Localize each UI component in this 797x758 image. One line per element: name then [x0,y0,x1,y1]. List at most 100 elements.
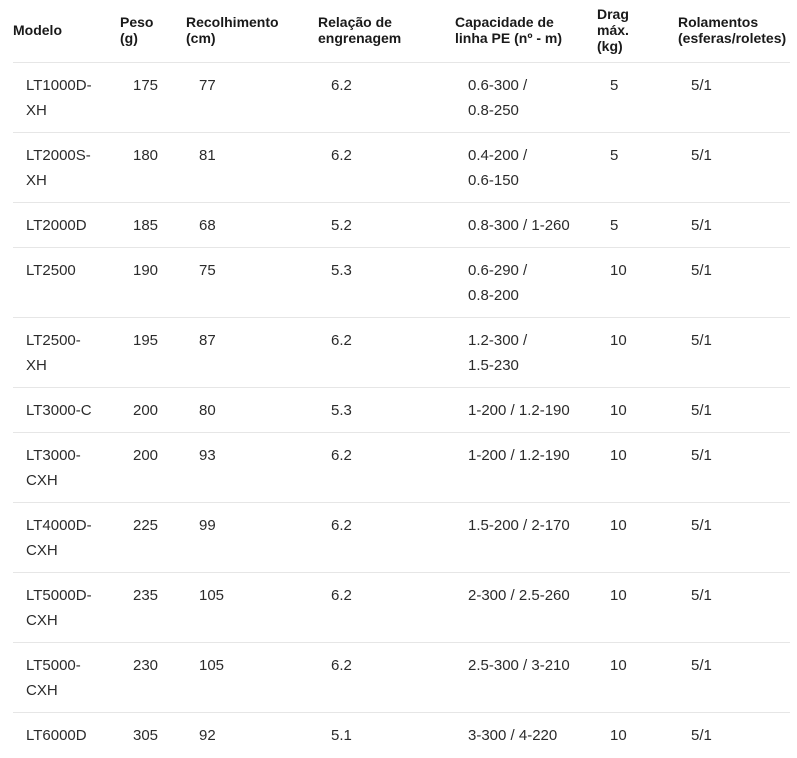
cell-drag: 10 [597,387,678,433]
cell-model: LT4000D- CXH [13,502,120,573]
cell-weight: 190 [120,247,186,318]
cell-weight: 185 [120,202,186,248]
cell-model: LT5000- CXH [13,642,120,713]
cell-bearings: 5/1 [678,387,790,433]
cell-bearings: 5/1 [678,62,790,133]
cell-model: LT2500- XH [13,317,120,388]
cell-recovery: 93 [186,432,318,503]
cell-line-capacity: 0.6-300 / 0.8-250 [455,62,597,133]
cell-recovery: 99 [186,502,318,573]
cell-line-capacity: 1-200 / 1.2-190 [455,387,597,433]
cell-line-capacity: 0.6-290 / 0.8-200 [455,247,597,318]
cell-drag: 5 [597,132,678,203]
cell-weight: 195 [120,317,186,388]
cell-bearings: 5/1 [678,432,790,503]
cell-model: LT3000- CXH [13,432,120,503]
cell-weight: 230 [120,642,186,713]
cell-line-capacity: 0.8-300 / 1-260 [455,202,597,248]
specs-table-body: LT1000D- XH 175 77 6.2 0.6-300 / 0.8-250… [13,62,790,758]
cell-recovery: 105 [186,572,318,643]
cell-recovery: 105 [186,642,318,713]
cell-drag: 5 [597,62,678,133]
table-row: LT2000S- XH 180 81 6.2 0.4-200 / 0.6-150… [13,132,790,203]
table-row: LT5000- CXH 230 105 6.2 2.5-300 / 3-210 … [13,642,790,713]
cell-model: LT2000D [13,202,120,248]
cell-weight: 175 [120,62,186,133]
column-header-line-capacity: Capacidade de linha PE (nº - m) [455,0,597,63]
cell-line-capacity: 0.4-200 / 0.6-150 [455,132,597,203]
cell-gear-ratio: 6.2 [318,502,455,573]
cell-model: LT6000D [26,727,87,744]
column-header-model: Modelo [13,0,120,63]
cell-model: LT2000S- XH [13,132,120,203]
cell-bearings: 5/1 [678,132,790,203]
cell-line-capacity: 2-300 / 2.5-260 [455,572,597,643]
cell-recovery: 75 [186,247,318,318]
column-header-drag: Drag máx. (kg) [597,0,678,63]
cell-line-capacity: 1.2-300 / 1.5-230 [455,317,597,388]
cell-bearings: 5/1 [678,317,790,388]
table-row: LT4000D- CXH 225 99 6.2 1.5-200 / 2-170 … [13,502,790,573]
cell-drag: 10 [597,247,678,318]
column-header-recovery: Recolhimento (cm) [186,0,318,63]
table-row: LT2500- XH 195 87 6.2 1.2-300 / 1.5-230 … [13,317,790,388]
cell-model: LT3000-C [13,387,120,433]
cell-weight: 235 [120,572,186,643]
cell-recovery: 81 [186,132,318,203]
cell-bearings: 5/1 [678,572,790,643]
cell-line-capacity: 1-200 / 1.2-190 [455,432,597,503]
header-row: Modelo Peso (g) Recolhimento (cm) Relaçã… [13,0,790,63]
cell-bearings: 5/1 [691,727,712,744]
cell-bearings: 5/1 [678,247,790,318]
cell-drag: 10 [597,642,678,713]
cell-recovery: 68 [186,202,318,248]
table-row: LT1000D- XH 175 77 6.2 0.6-300 / 0.8-250… [13,62,790,133]
cell-bearings: 5/1 [678,202,790,248]
specs-table-header: Modelo Peso (g) Recolhimento (cm) Relaçã… [13,0,790,63]
cell-drag: 10 [597,317,678,388]
table-row: LT6000D 305 92 5.1 3-300 / 4-220 10 5/1 [13,713,790,758]
table-row: LT3000-C 200 80 5.3 1-200 / 1.2-190 10 5… [13,387,790,433]
cell-line-capacity: 1.5-200 / 2-170 [455,502,597,573]
table-row: LT2500 190 75 5.3 0.6-290 / 0.8-200 10 5… [13,247,790,318]
cell-model: LT5000D- CXH [13,572,120,643]
column-header-weight: Peso (g) [120,0,186,63]
cell-line-capacity: 2.5-300 / 3-210 [455,642,597,713]
cell-gear-ratio: 6.2 [318,432,455,503]
cell-model: LT1000D- XH [13,62,120,133]
cell-gear-ratio: 5.1 [331,727,352,744]
cell-weight: 200 [120,387,186,433]
cell-gear-ratio: 6.2 [318,317,455,388]
table-row: LT5000D- CXH 235 105 6.2 2-300 / 2.5-260… [13,572,790,643]
cell-gear-ratio: 6.2 [318,62,455,133]
table-row: LT3000- CXH 200 93 6.2 1-200 / 1.2-190 1… [13,432,790,503]
cell-recovery: 87 [186,317,318,388]
cell-gear-ratio: 6.2 [318,572,455,643]
cell-weight: 180 [120,132,186,203]
cell-gear-ratio: 5.3 [318,247,455,318]
cell-bearings: 5/1 [678,642,790,713]
cell-recovery: 80 [186,387,318,433]
cell-drag: 10 [597,432,678,503]
cell-gear-ratio: 6.2 [318,132,455,203]
cell-recovery: 77 [186,62,318,133]
column-header-bearings: Rolamentos (esferas/roletes) [678,0,790,63]
table-row: LT2000D 185 68 5.2 0.8-300 / 1-260 5 5/1 [13,202,790,248]
cell-weight: 305 [133,727,159,744]
cell-bearings: 5/1 [678,502,790,573]
cell-drag: 10 [597,502,678,573]
cell-drag: 5 [597,202,678,248]
column-header-gear-ratio: Relação de engrenagem [318,0,455,63]
cell-drag: 10 [610,727,627,744]
cell-model: LT2500 [13,247,120,318]
cell-recovery: 92 [199,727,216,744]
cell-gear-ratio: 5.3 [318,387,455,433]
cell-weight: 225 [120,502,186,573]
cell-gear-ratio: 5.2 [318,202,455,248]
cell-gear-ratio: 6.2 [318,642,455,713]
specs-table: Modelo Peso (g) Recolhimento (cm) Relaçã… [13,0,790,757]
cell-weight: 200 [120,432,186,503]
cell-line-capacity: 3-300 / 4-220 [468,727,558,744]
cell-drag: 10 [597,572,678,643]
